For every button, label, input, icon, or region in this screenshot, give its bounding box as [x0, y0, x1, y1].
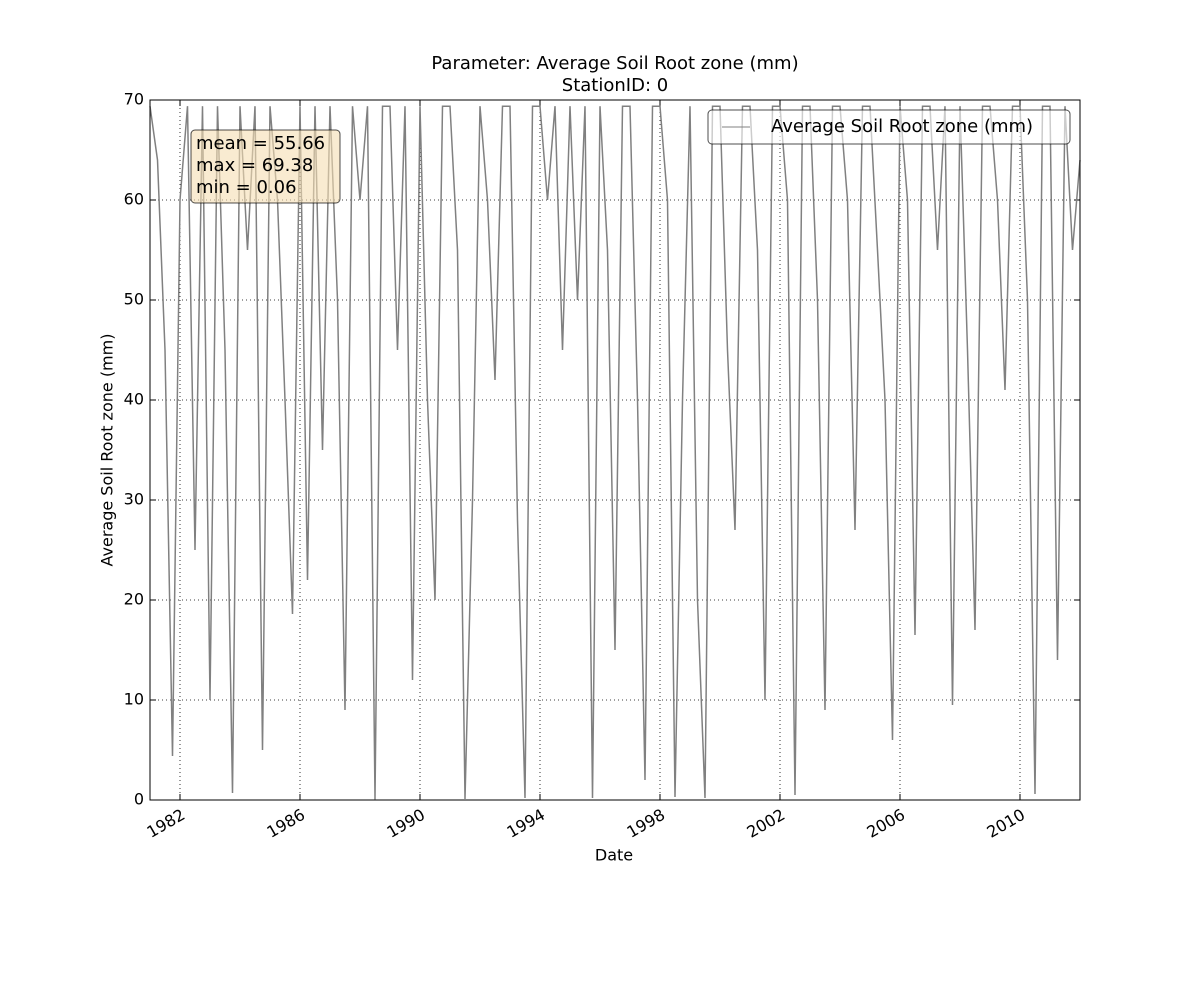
y-tick-label: 40: [124, 390, 144, 409]
x-tick-label: 2006: [863, 805, 908, 842]
x-tick-label: 2010: [983, 805, 1028, 842]
x-tick-label: 1982: [143, 805, 188, 842]
x-tick-label: 1998: [623, 805, 668, 842]
stats-text: max = 69.38: [196, 155, 313, 176]
x-tick-label: 2002: [743, 805, 788, 842]
legend-label: Average Soil Root zone (mm): [771, 116, 1033, 137]
stats-text: mean = 55.66: [196, 133, 325, 154]
x-tick-label: 1990: [383, 805, 428, 842]
y-tick-label: 0: [134, 790, 144, 809]
plot-frame: [149, 99, 1081, 801]
series-line: [149, 105, 1081, 800]
x-tick-label: 1986: [263, 805, 308, 842]
chart-title: Parameter: Average Soil Root zone (mm): [431, 53, 798, 74]
y-tick-label: 10: [124, 690, 144, 709]
y-tick-label: 60: [124, 190, 144, 209]
y-tick-label: 30: [124, 490, 144, 509]
x-axis-label: Date: [595, 846, 633, 865]
y-axis-label: Average Soil Root zone (mm): [98, 334, 117, 567]
x-tick-label: 1994: [503, 805, 548, 842]
y-tick-label: 20: [124, 590, 144, 609]
y-tick-label: 70: [124, 90, 144, 109]
legend-box: [707, 109, 1071, 145]
stats-text: min = 0.06: [196, 177, 297, 198]
chart-subtitle: StationID: 0: [562, 75, 668, 96]
stats-box: [190, 129, 341, 204]
y-tick-label: 50: [124, 290, 144, 309]
